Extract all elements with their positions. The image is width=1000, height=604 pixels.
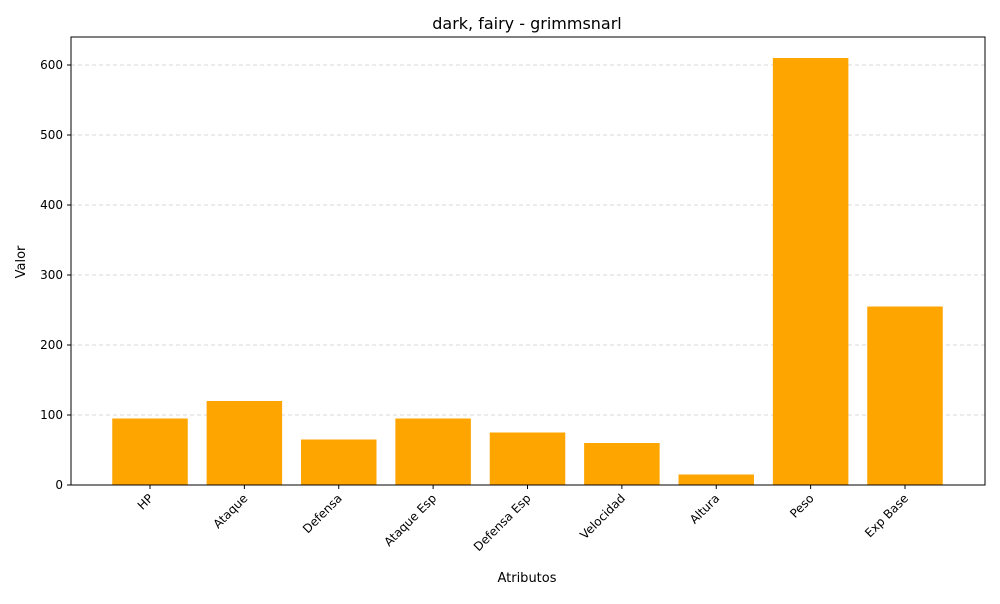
y-tick-label: 100 [40, 408, 63, 422]
bar-hp [112, 418, 188, 485]
bars [112, 58, 943, 485]
y-tick-label: 300 [40, 268, 63, 282]
bar-exp-base [867, 306, 943, 485]
bar-peso [772, 58, 849, 485]
x-axis-label: Atributos [497, 571, 556, 586]
bar-ataque [206, 401, 283, 485]
chart-title: dark, fairy - grimmsnarl [432, 14, 622, 33]
bar-defensa-esp [489, 432, 566, 485]
y-axis-label: Valor [14, 245, 29, 278]
y-tick-label: 0 [55, 478, 63, 492]
y-tick-label: 200 [40, 338, 63, 352]
y-tick-label: 500 [40, 128, 63, 142]
bar-defensa [301, 439, 377, 485]
y-tick-label: 600 [40, 58, 63, 72]
bar-altura [678, 474, 754, 485]
y-axis: 0 100 200 300 400 500 600 [40, 58, 71, 492]
y-tick-label: 400 [40, 198, 63, 212]
grid-lines [71, 64, 985, 416]
bar-velocidad [584, 443, 660, 485]
bar-ataque-esp [395, 418, 471, 485]
